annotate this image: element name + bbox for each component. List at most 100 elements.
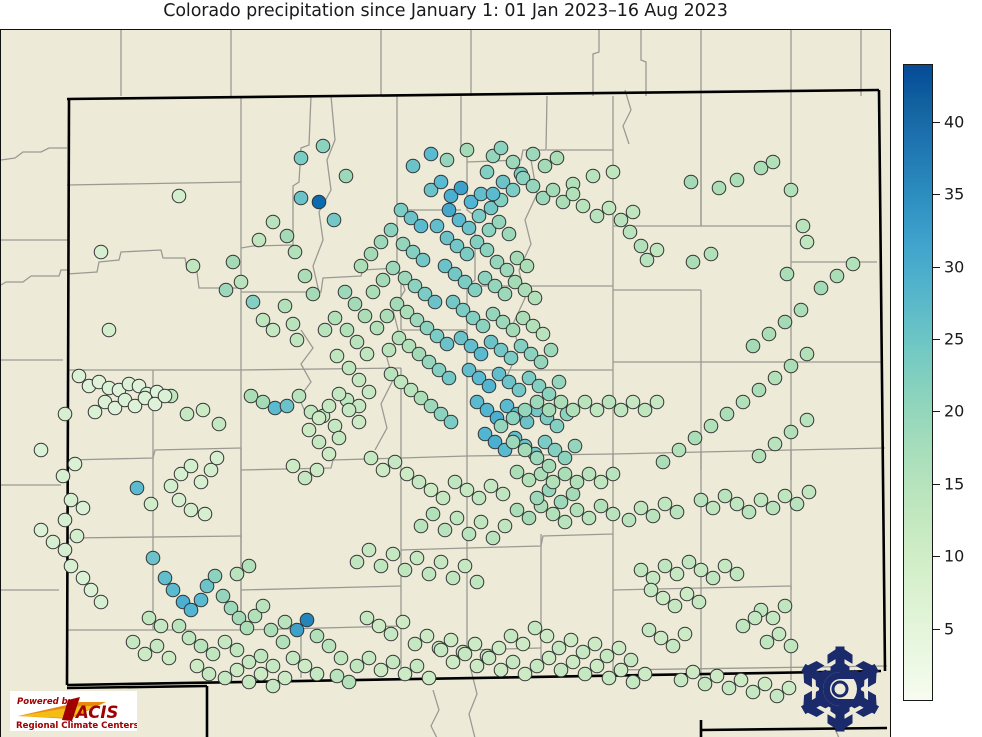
station-marker: [331, 386, 347, 402]
colorbar-tick-label: 35: [944, 184, 965, 204]
station-marker: [71, 368, 87, 384]
station-marker: [473, 346, 489, 362]
station-marker: [93, 594, 109, 610]
station-marker: [277, 614, 293, 630]
station-marker: [373, 558, 389, 574]
station-marker: [529, 450, 545, 466]
station-marker: [553, 394, 569, 410]
station-marker: [437, 522, 453, 538]
station-marker: [587, 636, 603, 652]
station-marker: [443, 414, 459, 430]
station-marker: [685, 664, 701, 680]
station-marker: [435, 490, 451, 506]
station-marker: [677, 626, 693, 642]
station-marker: [613, 212, 629, 228]
station-marker: [233, 274, 249, 290]
station-marker: [493, 418, 509, 434]
station-marker: [459, 246, 475, 262]
station-marker: [751, 448, 767, 464]
station-marker: [497, 518, 513, 534]
station-marker: [455, 302, 471, 318]
station-marker: [413, 390, 429, 406]
station-marker: [657, 496, 673, 512]
station-marker: [383, 222, 399, 238]
station-marker: [733, 672, 749, 688]
station-marker: [465, 310, 481, 326]
station-marker: [255, 312, 271, 328]
station-marker: [589, 208, 605, 224]
station-marker: [625, 204, 641, 220]
station-marker: [799, 412, 815, 428]
station-marker: [527, 620, 543, 636]
station-marker: [549, 150, 565, 166]
acis-powered-by-text: Powered by: [17, 697, 74, 707]
station-marker: [317, 322, 333, 338]
station-marker: [439, 230, 455, 246]
station-marker: [767, 370, 783, 386]
station-marker: [397, 666, 413, 682]
station-marker: [523, 346, 539, 362]
station-marker: [443, 188, 459, 204]
station-marker: [649, 242, 665, 258]
station-marker: [433, 554, 449, 570]
colorbar[interactable]: 5 10 15 20 25 30 35 40: [903, 64, 964, 701]
station-marker: [439, 152, 455, 168]
station-marker: [581, 510, 597, 526]
station-marker: [453, 180, 469, 196]
station-marker: [423, 398, 439, 414]
colorbar-tick-mark: [933, 411, 940, 413]
station-marker: [223, 600, 239, 616]
station-marker: [373, 662, 389, 678]
station-marker: [729, 172, 745, 188]
station-marker: [557, 514, 573, 530]
station-marker: [503, 350, 519, 366]
station-marker: [499, 262, 515, 278]
station-marker: [181, 630, 197, 646]
station-marker: [622, 224, 638, 240]
station-marker: [517, 282, 533, 298]
station-marker: [427, 294, 443, 310]
station-marker: [277, 670, 293, 686]
station-marker: [505, 654, 521, 670]
station-marker: [501, 226, 517, 242]
station-marker: [441, 370, 457, 386]
station-marker: [479, 164, 495, 180]
station-marker: [589, 402, 605, 418]
station-marker: [569, 474, 585, 490]
station-marker: [679, 586, 695, 602]
station-marker: [751, 382, 767, 398]
station-marker: [551, 640, 567, 656]
station-marker: [471, 490, 487, 506]
map-panel[interactable]: [0, 29, 891, 737]
station-marker: [255, 394, 271, 410]
station-marker: [541, 402, 557, 418]
station-marker: [509, 502, 525, 518]
station-marker: [521, 472, 537, 488]
station-marker: [483, 334, 499, 350]
station-marker: [683, 174, 699, 190]
station-marker: [193, 592, 209, 608]
station-marker: [447, 266, 463, 282]
station-marker: [265, 658, 281, 674]
station-marker: [57, 512, 73, 528]
station-marker: [69, 528, 85, 544]
station-marker: [581, 466, 597, 482]
station-marker: [613, 662, 629, 678]
station-marker: [519, 258, 535, 274]
station-marker: [669, 504, 685, 520]
station-marker: [309, 628, 325, 644]
station-marker: [623, 652, 639, 668]
station-marker: [481, 222, 497, 238]
acis-logo[interactable]: Powered by ACIS Regional Climate Centers: [10, 691, 137, 731]
station-marker: [405, 158, 421, 174]
station-marker: [759, 634, 775, 650]
station-marker: [363, 246, 379, 262]
station-marker: [431, 362, 447, 378]
station-marker: [193, 638, 209, 654]
station-marker: [379, 308, 395, 324]
page-title: Colorado precipitation since January 1: …: [163, 1, 728, 21]
station-marker: [421, 566, 437, 582]
colorbar-tick-mark: [933, 266, 940, 268]
station-marker: [555, 194, 571, 210]
station-marker: [75, 500, 91, 516]
